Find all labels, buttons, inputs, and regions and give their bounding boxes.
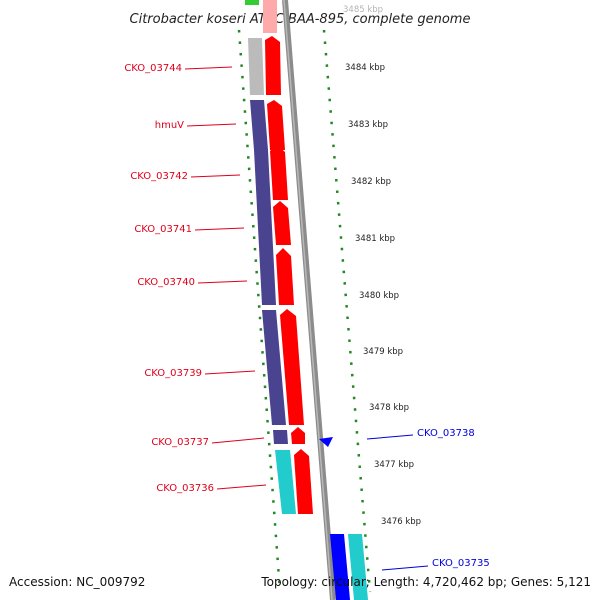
topology-text: Topology: circular; Length: 4,720,462 bp… [260, 575, 591, 589]
kbp-tick-3478: 3478 kbp [369, 403, 409, 413]
cds-blue-CKO_03738 [319, 437, 333, 447]
cds-blue-CKO_03735 [330, 534, 350, 600]
cds-red-CKO_03737 [291, 427, 305, 444]
gene-label-CKO_03744: CKO_03744 [124, 63, 182, 74]
cds-red-CKO_03736 [294, 449, 313, 514]
gene-label-CKO_03737: CKO_03737 [151, 437, 209, 448]
gene-label-CKO_03740: CKO_03740 [137, 277, 195, 288]
cog-navy-CKO_03737 [273, 430, 288, 444]
cog-cyan-CKO_03736 [275, 450, 296, 514]
leader-CKO_03744 [184, 66, 233, 70]
cds-red-CKO_03739 [280, 309, 304, 425]
leader-CKO_03737 [211, 437, 265, 444]
cog-cyan-CKO_03735 [348, 534, 368, 600]
cds-pink-feature [263, 0, 277, 33]
gene-label-CKO_03742: CKO_03742 [130, 171, 188, 182]
leader-CKO_03739 [204, 370, 256, 375]
cds-red-CKO_03744 [265, 36, 281, 95]
kbp-tick-3479: 3479 kbp [363, 347, 403, 357]
kbp-tick-3484: 3484 kbp [345, 63, 385, 73]
cog-navy-CKO_03739 [262, 310, 286, 425]
gene-label-CKO_03735: CKO_03735 [432, 558, 490, 569]
right-gene-labels: CKO_03738 CKO_03735 [366, 428, 490, 571]
gene-label-CKO_03738: CKO_03738 [417, 428, 475, 439]
right-dotted-guide [322, 29, 372, 593]
leader-CKO_03741 [194, 227, 245, 231]
kbp-tick-3482: 3482 kbp [351, 177, 391, 187]
map-title: Citrobacter koseri ATCC BAA-895, complet… [130, 12, 471, 27]
kbp-tick-3485: 3485 kbp [343, 5, 383, 15]
left-gene-labels: CKO_03744 hmuV CKO_03742 CKO_03741 CKO_0… [124, 63, 267, 494]
kbp-tick-3480: 3480 kbp [359, 291, 399, 301]
left-dotted-guide [237, 29, 282, 593]
gene-label-CKO_03739: CKO_03739 [144, 368, 202, 379]
genome-backbone [282, 0, 336, 600]
gene-label-CKO_03736: CKO_03736 [156, 483, 214, 494]
leader-CKO_03742 [190, 174, 241, 178]
gene-label-CKO_03741: CKO_03741 [134, 224, 192, 235]
kbp-tick-3476: 3476 kbp [381, 517, 421, 527]
kbp-tick-3481: 3481 kbp [355, 234, 395, 244]
leader-CKO_03735 [381, 565, 429, 571]
cog-navy-hmuV [250, 100, 268, 150]
kbp-axis: 3485 kbp 3484 kbp 3483 kbp 3482 kbp 3481… [343, 5, 421, 527]
gene-label-hmuV: hmuV [155, 120, 184, 131]
genome-backbone-highlight [283, 0, 333, 600]
cog-green-feature [245, 0, 259, 5]
cds-red-hmuV [267, 100, 285, 150]
cds-red-CKO_03742 [270, 145, 288, 200]
cds-red-CKO_03741 [273, 201, 291, 245]
cds-red-CKO_03740 [276, 248, 294, 305]
cog-gray-CKO_03744 [248, 38, 264, 95]
kbp-tick-3477: 3477 kbp [374, 460, 414, 470]
leader-hmuV [186, 123, 237, 127]
leader-CKO_03740 [197, 280, 248, 284]
accession-text: Accession: NC_009792 [9, 575, 145, 589]
cog-navy-CKO_03742 [254, 150, 276, 305]
leader-CKO_03736 [216, 484, 267, 490]
kbp-tick-3483: 3483 kbp [348, 120, 388, 130]
leader-CKO_03738 [366, 434, 414, 440]
